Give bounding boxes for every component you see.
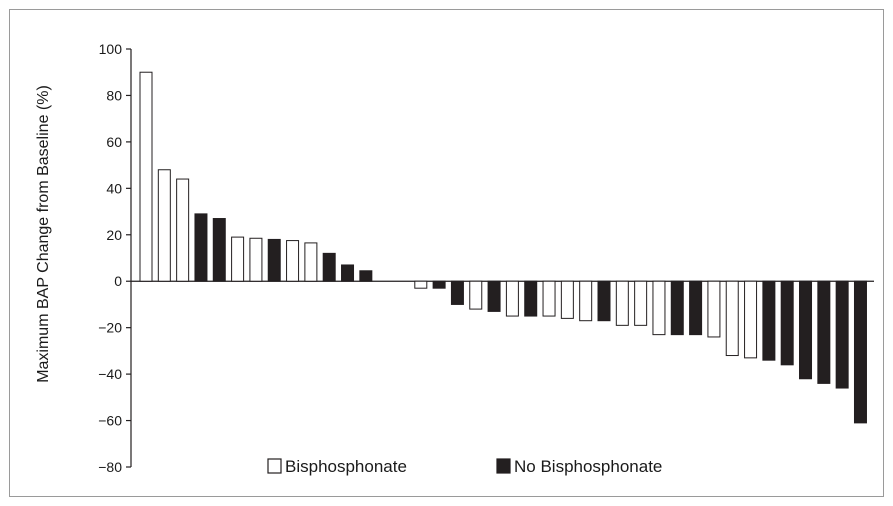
bar [853,280,867,424]
legend-swatch-filled [496,458,511,474]
bar [249,237,263,282]
y-tick-label: 0 [114,273,122,289]
legend-label: Bisphosphonate [285,457,407,476]
bar [652,280,666,336]
bar [231,236,245,282]
bar [799,280,813,380]
bar [725,280,739,357]
bar [304,242,318,282]
bar [542,280,556,317]
y-tick-label: −20 [98,320,122,336]
bar [634,280,648,326]
bar [286,240,300,282]
bar [744,280,758,359]
bar [560,280,574,319]
bar [414,280,428,289]
bar-chart: 100 80 60 40 20 0 −20 −40 −60 −80 Bisphosphonate N… [35,41,874,476]
legend-label: No Bisphosphonate [514,457,662,476]
y-tick-label: −40 [98,366,122,382]
bar [341,264,355,282]
bar [450,280,464,305]
y-tick-label: 20 [106,227,122,243]
y-axis-label: Maximum BAP Change from Baseline (%) [35,85,52,383]
y-tick-label: 100 [99,41,123,57]
chart-frame: 100 80 60 40 20 0 −20 −40 −60 −80 Bisphosphonate N… [9,9,884,497]
bar [139,71,153,282]
y-tick-label: 80 [106,87,122,103]
bar [835,280,849,389]
bars [139,71,867,424]
legend: Bisphosphonate No Bisphosphonate [267,457,662,476]
bar [615,280,629,326]
y-tick-label: 40 [106,180,122,196]
bar [432,280,446,289]
bar [817,280,831,384]
bar [487,280,501,312]
bar [469,280,483,310]
y-tick-label: −80 [98,459,122,475]
bar [505,280,519,317]
bar [322,252,336,282]
legend-swatch-open [267,458,282,474]
bar [267,238,281,282]
bar [212,218,226,282]
bar [176,178,190,282]
bar [359,270,373,282]
bar [579,280,593,322]
bar [670,280,684,336]
bar [689,280,703,336]
bar [524,280,538,317]
bar [780,280,794,366]
y-tick-label: 60 [106,134,122,150]
bar [157,169,171,282]
bar [597,280,611,322]
bar [194,213,208,282]
bar [707,280,721,338]
y-tick-label: −60 [98,413,122,429]
bar [762,280,776,361]
